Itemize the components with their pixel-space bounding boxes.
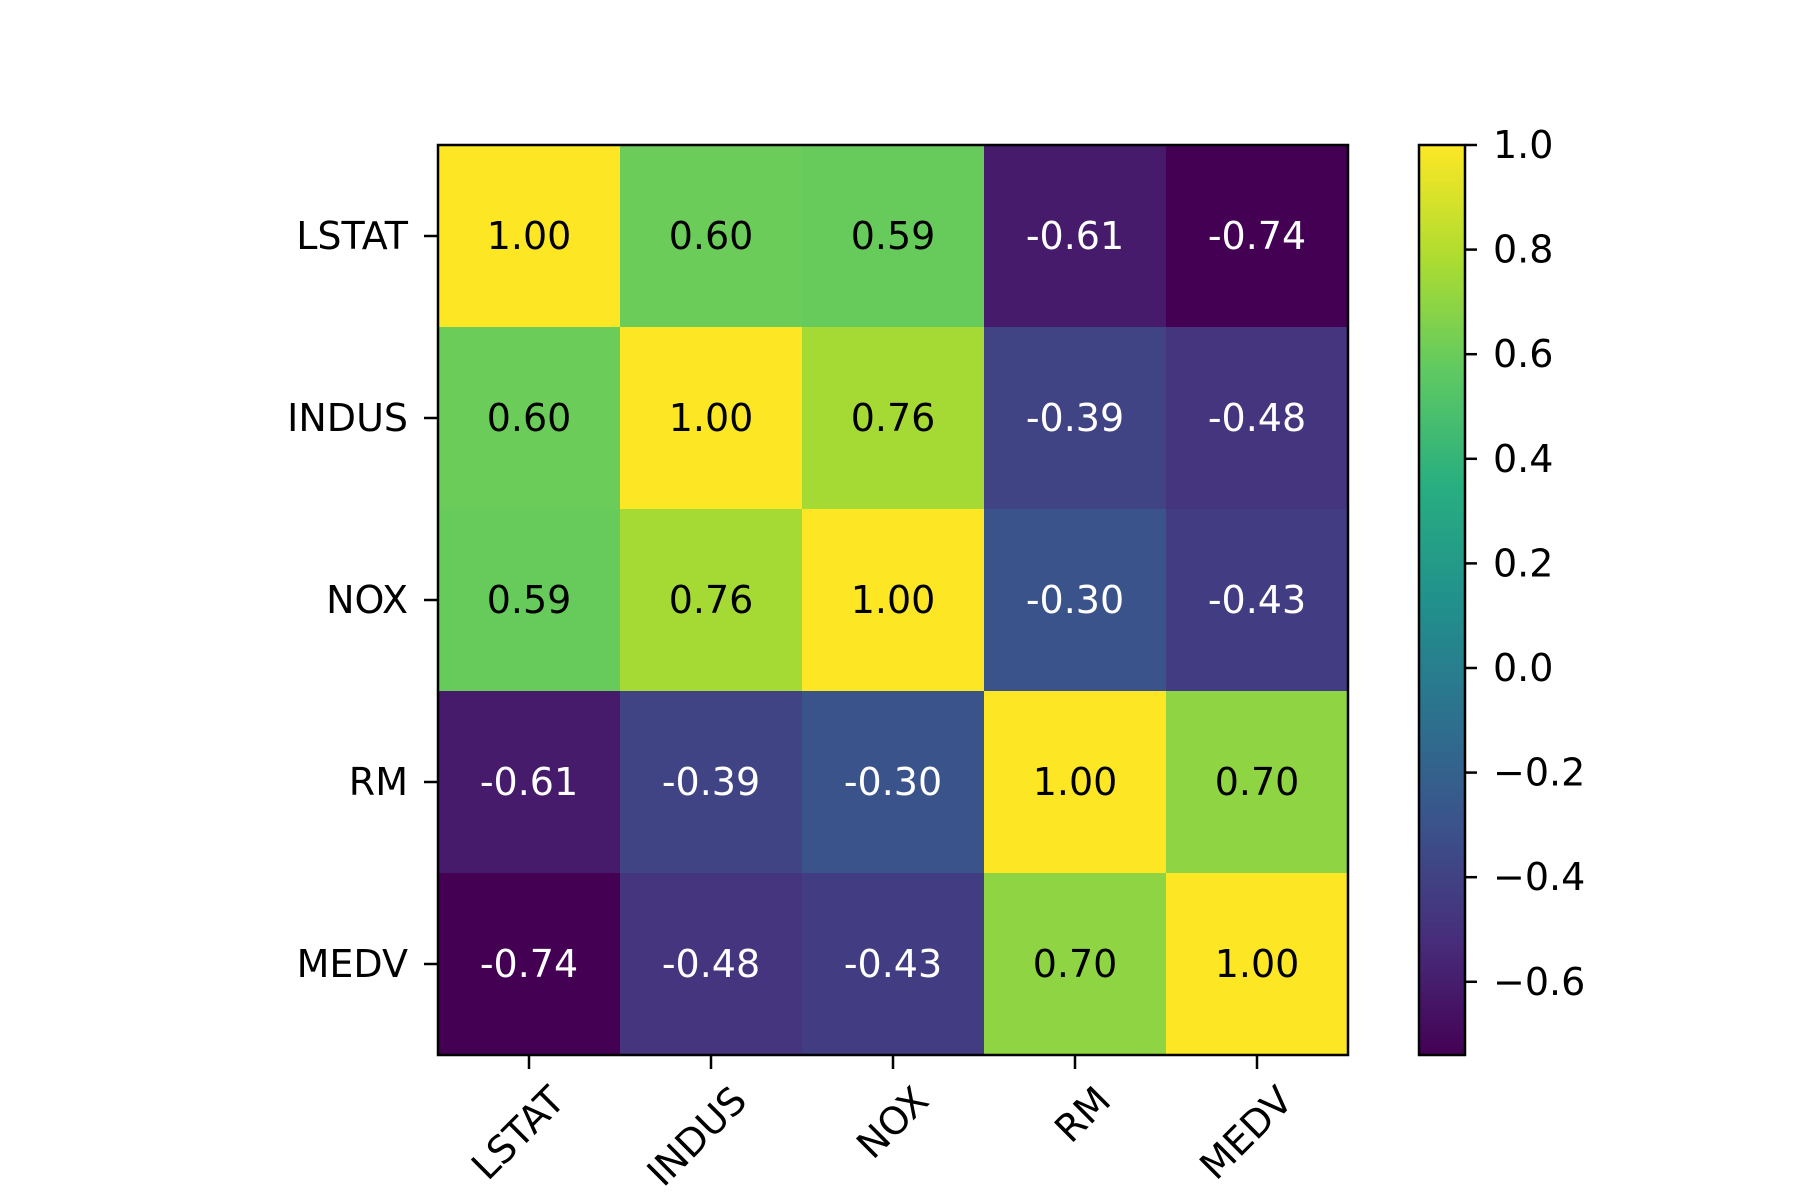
colorbar-tick-label: 0.8	[1493, 228, 1553, 272]
heatmap-cell	[620, 145, 803, 328]
cell-value-label: -0.39	[1026, 396, 1124, 440]
cell-value-label: 0.60	[487, 396, 572, 440]
colorbar: 1.0 0.8 0.6 0.4 0.2 0.0 −0.2 −0.4 −0.6	[1417, 123, 1585, 1057]
heatmap-cell	[438, 327, 621, 510]
cell-value-label: 0.70	[1215, 760, 1300, 804]
cell-value-label: -0.43	[1208, 578, 1306, 622]
heatmap-cell	[1166, 873, 1349, 1056]
cell-value-label: -0.48	[662, 942, 760, 986]
cell-value-label: -0.61	[480, 760, 578, 804]
y-tick-label: NOX	[326, 578, 408, 622]
colorbar-frame	[1417, 143, 1467, 1057]
heatmap-cell	[984, 509, 1167, 692]
x-tick-label: RM	[1046, 1078, 1119, 1151]
cell-value-label: 1.00	[1215, 942, 1300, 986]
cell-value-label: -0.74	[480, 942, 578, 986]
cell-value-label: 0.70	[1033, 942, 1118, 986]
cell-value-label: 1.00	[1033, 760, 1118, 804]
heatmap-cell	[984, 327, 1167, 510]
y-tick-label: RM	[349, 760, 408, 804]
heatmap-cell	[620, 873, 803, 1056]
colorbar-tick-label: −0.6	[1493, 960, 1585, 1004]
cell-value-label: -0.43	[844, 942, 942, 986]
heatmap-cell	[620, 509, 803, 692]
heatmap-cell	[802, 327, 985, 510]
colorbar-tick-label: −0.4	[1493, 855, 1585, 899]
colorbar-tick-label: 0.4	[1493, 437, 1553, 481]
y-tick-label: LSTAT	[296, 214, 409, 258]
y-tick-label: INDUS	[287, 396, 408, 440]
heatmap-cell	[620, 327, 803, 510]
heatmap-cell	[1166, 509, 1349, 692]
cell-value-label: -0.30	[844, 760, 942, 804]
heatmap-cell	[1166, 327, 1349, 510]
cell-value-label: -0.61	[1026, 214, 1124, 258]
x-tick-label: INDUS	[639, 1078, 756, 1195]
x-axis: LSTAT INDUS NOX RM MEDV	[463, 1055, 1301, 1195]
cell-value-label: 1.00	[487, 214, 572, 258]
heatmap-cell	[620, 691, 803, 874]
heatmap-cell	[438, 873, 621, 1056]
heatmap-cell	[802, 691, 985, 874]
colorbar-tick-label: −0.2	[1493, 751, 1585, 795]
colorbar-tick-label: 1.0	[1493, 123, 1553, 167]
cell-value-label: 1.00	[669, 396, 754, 440]
x-tick-label: MEDV	[1191, 1078, 1301, 1188]
heatmap-cell	[438, 509, 621, 692]
x-tick-label: NOX	[848, 1078, 937, 1167]
heatmap-cell	[1166, 145, 1349, 328]
x-tick-label: LSTAT	[463, 1077, 574, 1188]
cell-value-label: -0.74	[1208, 214, 1306, 258]
cell-value-label: 0.59	[487, 578, 572, 622]
cell-value-label: 0.59	[851, 214, 936, 258]
heatmap-cell	[438, 145, 621, 328]
colorbar-tick-label: 0.0	[1493, 646, 1553, 690]
cell-value-label: 0.76	[851, 396, 936, 440]
heatmap-cell	[802, 873, 985, 1056]
cell-value-label: -0.30	[1026, 578, 1124, 622]
cell-value-label: -0.48	[1208, 396, 1306, 440]
heatmap-cell	[802, 145, 985, 328]
heatmap-cell	[802, 509, 985, 692]
cell-value-label: -0.39	[662, 760, 760, 804]
cell-value-label: 0.60	[669, 214, 754, 258]
heatmap-cell	[438, 691, 621, 874]
heatmap-cell	[984, 145, 1167, 328]
cell-value-label: 0.76	[669, 578, 754, 622]
y-tick-label: MEDV	[297, 942, 408, 986]
y-axis: LSTAT INDUS NOX RM MEDV	[287, 214, 438, 986]
colorbar-tick-label: 0.2	[1493, 541, 1553, 585]
colorbar-tick-label: 0.6	[1493, 332, 1553, 376]
heatmap-cell	[984, 873, 1167, 1056]
heatmap-cells: 1.00 0.60 0.59 -0.61 -0.74 0.60 1.00 0.76 -0.39 -…	[438, 145, 1349, 1056]
cell-value-label: 1.00	[851, 578, 936, 622]
colorbar-ticks: 1.0 0.8 0.6 0.4 0.2 0.0 −0.2 −0.4 −0.6	[1465, 123, 1585, 1004]
heatmap-cell	[1166, 691, 1349, 874]
heatmap-cell	[984, 691, 1167, 874]
colorbar-gradient	[1419, 145, 1465, 1055]
